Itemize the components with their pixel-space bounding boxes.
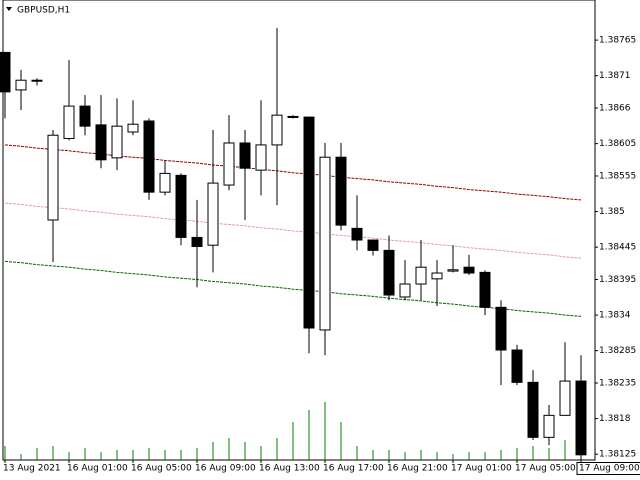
candle-body [95, 124, 107, 161]
y-tick-label: 1.38605 [599, 139, 636, 149]
candle-body [31, 79, 43, 82]
candle-body [319, 156, 331, 331]
x-tick-label: 16 Aug 21:00 [387, 464, 448, 474]
candle-body [127, 123, 139, 133]
candle-body [15, 79, 27, 91]
menu-arrow[interactable] [6, 7, 12, 11]
y-tick-label: 1.3871 [599, 71, 631, 81]
candle-body [159, 172, 171, 193]
candle-body [559, 380, 571, 416]
candle-body [511, 349, 523, 383]
y-tick-label: 1.38285 [599, 346, 636, 356]
candle-body [239, 142, 251, 169]
candle-body [271, 114, 283, 146]
envelope-line [4, 202, 582, 259]
y-tick-label: 1.38555 [599, 171, 636, 181]
y-tick-label: 1.385 [599, 207, 625, 217]
y-tick-label: 1.3818 [599, 414, 631, 424]
y-tick-label: 1.38125 [599, 450, 636, 460]
candle-body [0, 51, 11, 93]
y-tick-label: 1.38445 [599, 243, 636, 253]
candle-body [399, 283, 411, 298]
candle-body [47, 134, 59, 221]
candle-body [255, 144, 267, 171]
y-tick-label: 1.3866 [599, 104, 631, 114]
candle-body [367, 239, 379, 251]
candle-body [575, 380, 587, 456]
candle-body [383, 249, 395, 296]
candle-body [431, 272, 443, 280]
candle-body [479, 271, 491, 308]
x-tick-label: 17 Aug 01:00 [451, 464, 512, 474]
candle-body [415, 266, 427, 285]
y-tick-label: 1.3834 [599, 311, 631, 321]
x-tick-label: 16 Aug 17:00 [323, 464, 384, 474]
current-time-box [576, 462, 640, 475]
x-tick-label: 16 Aug 01:00 [67, 464, 128, 474]
candle-body [287, 115, 299, 118]
candle-body [447, 269, 459, 272]
candle-body [527, 381, 539, 438]
candle-body [351, 227, 363, 241]
candle-body [303, 116, 315, 329]
chart-title: GBPUSD,H1 [17, 6, 70, 16]
y-tick-label: 1.38395 [599, 275, 636, 285]
x-tick-label: 13 Aug 2021 [3, 464, 61, 474]
y-tick-label: 1.38765 [599, 36, 636, 46]
candle-body [335, 156, 347, 226]
plot-frame [2, 0, 596, 461]
x-tick-label: 17 Aug 05:00 [515, 464, 576, 474]
y-tick-label: 1.38235 [599, 379, 636, 389]
x-tick-label: 17 Aug 09:00 [579, 464, 640, 474]
candle-body [223, 142, 235, 186]
candle-body [111, 125, 123, 159]
x-tick-label: 16 Aug 09:00 [195, 464, 256, 474]
x-tick-label: 16 Aug 05:00 [131, 464, 192, 474]
candle-body [463, 266, 475, 274]
candle-body [79, 105, 91, 127]
x-tick-label: 16 Aug 13:00 [259, 464, 320, 474]
candle-body [207, 182, 219, 246]
candle-body [175, 174, 187, 238]
candle-body [543, 414, 555, 438]
candle-body [63, 105, 75, 139]
candle-body [495, 306, 507, 351]
candle-body [191, 236, 203, 247]
candle-body [143, 120, 155, 193]
